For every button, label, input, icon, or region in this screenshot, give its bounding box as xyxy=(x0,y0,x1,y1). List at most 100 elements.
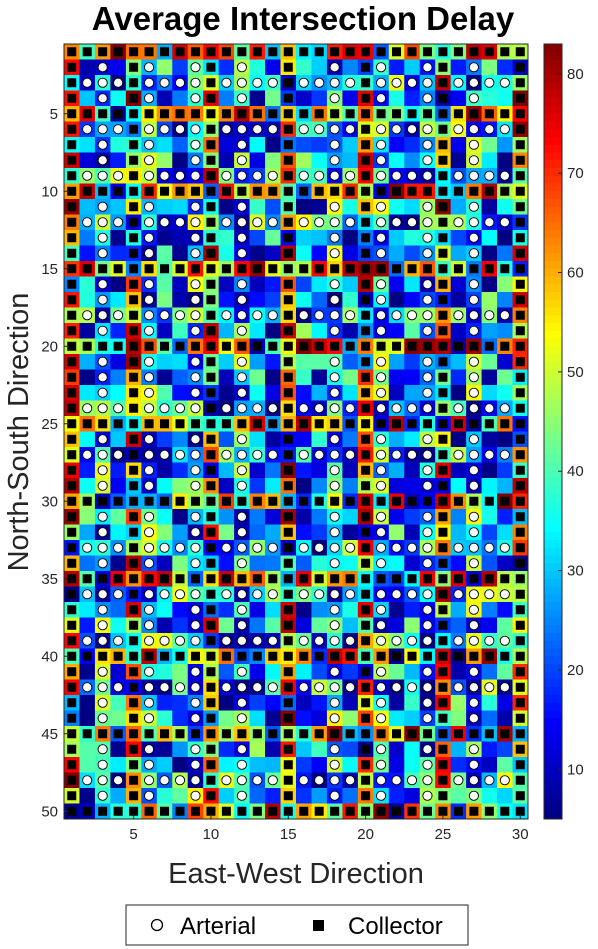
heat-cell xyxy=(450,664,467,680)
collector-marker xyxy=(129,465,139,475)
heat-cell xyxy=(79,369,96,386)
arterial-marker xyxy=(97,449,108,460)
arterial-marker xyxy=(267,589,278,600)
colorbar-segment xyxy=(544,640,562,649)
heat-cell xyxy=(388,323,405,339)
arterial-marker xyxy=(190,310,201,321)
arterial-marker xyxy=(190,759,201,770)
collector-marker xyxy=(67,512,77,522)
collector-marker xyxy=(206,620,216,630)
colorbar-segment xyxy=(544,602,562,611)
collector-marker xyxy=(67,605,77,615)
collector-marker xyxy=(98,806,108,816)
arterial-marker xyxy=(236,682,247,693)
heat-cell xyxy=(404,710,421,727)
collector-marker xyxy=(422,341,432,351)
arterial-marker xyxy=(97,790,108,801)
colorbar-segment xyxy=(544,245,562,254)
heat-cell xyxy=(404,245,421,262)
collector-marker xyxy=(190,419,200,429)
heat-cell xyxy=(249,617,266,634)
collector-marker xyxy=(206,295,216,305)
collector-marker xyxy=(453,729,463,739)
arterial-marker xyxy=(298,589,309,600)
heat-cell xyxy=(497,664,513,680)
collector-marker xyxy=(361,217,371,227)
arterial-marker xyxy=(391,589,402,600)
collector-marker xyxy=(438,791,448,801)
colorbar-segment xyxy=(544,501,562,510)
arterial-marker xyxy=(97,170,108,181)
heat-cell xyxy=(110,199,127,215)
collector-marker xyxy=(252,109,262,119)
collector-marker xyxy=(129,186,139,196)
collector-marker xyxy=(361,372,371,382)
arterial-marker xyxy=(329,325,340,336)
arterial-marker xyxy=(190,790,201,801)
heat-cell xyxy=(218,137,235,153)
heat-cell xyxy=(497,199,513,215)
arterial-marker xyxy=(298,682,309,693)
collector-marker xyxy=(515,760,525,770)
collector-marker xyxy=(484,496,494,506)
collector-marker xyxy=(129,202,139,212)
collector-marker xyxy=(283,109,293,119)
collector-marker xyxy=(361,574,371,584)
arterial-marker xyxy=(190,155,201,166)
heat-cell xyxy=(497,276,513,293)
heat-cell xyxy=(481,354,498,370)
arterial-marker xyxy=(376,139,387,150)
heat-cell xyxy=(296,292,312,308)
heat-cell xyxy=(342,152,359,169)
arterial-marker xyxy=(236,589,247,600)
heat-cell xyxy=(296,354,312,370)
arterial-marker xyxy=(221,682,232,693)
collector-marker xyxy=(206,543,216,553)
collector-marker xyxy=(160,109,170,119)
arterial-marker xyxy=(484,217,495,228)
collector-marker xyxy=(314,496,324,506)
collector-marker xyxy=(345,574,355,584)
collector-marker xyxy=(252,341,262,351)
collector-marker xyxy=(268,496,278,506)
collector-marker xyxy=(129,140,139,150)
arterial-marker xyxy=(97,62,108,73)
collector-marker xyxy=(330,264,340,274)
heat-cell xyxy=(110,710,127,727)
collector-marker xyxy=(206,372,216,382)
arterial-marker xyxy=(376,248,387,259)
arterial-marker xyxy=(113,310,124,321)
colorbar-segment xyxy=(544,299,562,308)
collector-marker xyxy=(67,248,77,258)
heat-cell xyxy=(497,369,513,386)
collector-marker xyxy=(67,62,77,72)
arterial-marker xyxy=(484,589,495,600)
collector-marker xyxy=(129,388,139,398)
heat-cell xyxy=(265,617,281,634)
arterial-marker xyxy=(144,604,155,615)
collector-marker xyxy=(283,372,293,382)
collector-marker xyxy=(129,543,139,553)
collector-marker xyxy=(345,186,355,196)
arterial-marker xyxy=(329,248,340,259)
arterial-marker xyxy=(314,682,325,693)
arterial-marker xyxy=(376,232,387,243)
collector-marker xyxy=(67,310,77,320)
x-tick-label: 30 xyxy=(512,826,529,843)
collector-marker xyxy=(206,341,216,351)
arterial-marker xyxy=(236,201,247,212)
heat-cell xyxy=(450,59,467,76)
collector-marker xyxy=(113,729,123,739)
heat-cell xyxy=(342,369,359,386)
collector-marker xyxy=(129,729,139,739)
arterial-marker xyxy=(298,217,309,228)
collector-marker xyxy=(67,713,77,723)
collector-marker xyxy=(206,357,216,367)
collector-marker xyxy=(392,651,402,661)
collector-marker xyxy=(299,419,309,429)
collector-marker xyxy=(129,698,139,708)
heat-cell xyxy=(481,90,498,107)
heat-cell xyxy=(249,741,266,758)
collector-marker xyxy=(129,496,139,506)
heat-cell xyxy=(404,664,421,680)
